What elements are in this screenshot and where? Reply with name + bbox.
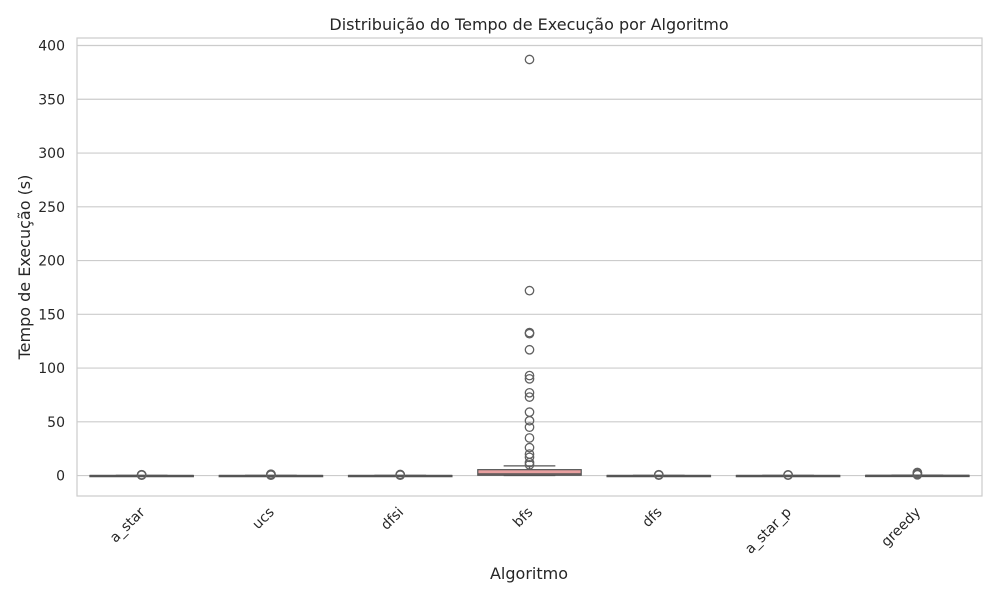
- x-axis-title: Algoritmo: [490, 564, 568, 583]
- y-tick-label: 350: [38, 92, 65, 108]
- outlier-point: [653, 469, 664, 480]
- y-tick-label: 50: [47, 415, 65, 431]
- y-axis-title: Tempo de Execução (s): [15, 175, 34, 361]
- outlier-point: [524, 54, 535, 65]
- y-tick-label: 250: [38, 200, 65, 216]
- y-tick-label: 400: [38, 39, 65, 55]
- outlier-point: [524, 327, 535, 338]
- chart-title: Distribuição do Tempo de Execução por Al…: [329, 15, 728, 34]
- outlier-point: [524, 387, 535, 398]
- outlier-point: [524, 442, 535, 453]
- outlier-point: [524, 285, 535, 296]
- gridlines: [77, 44, 982, 477]
- y-tick-label: 300: [38, 146, 65, 162]
- outlier-point: [395, 469, 406, 480]
- outlier-point: [524, 449, 535, 459]
- y-tick-label: 0: [56, 469, 65, 485]
- y-tick-label: 200: [38, 254, 65, 270]
- y-tick-label: 100: [38, 361, 65, 377]
- box-a_star_p: [735, 469, 841, 480]
- outlier-point: [136, 469, 147, 480]
- box-dfs: [606, 469, 712, 480]
- outlier-point: [524, 370, 535, 381]
- y-tick-label: 150: [38, 307, 65, 323]
- outlier-point: [524, 407, 535, 417]
- outlier-point: [524, 373, 535, 384]
- outlier-point: [912, 467, 923, 478]
- box-dfsi: [347, 469, 453, 480]
- outlier-point: [524, 392, 535, 402]
- outlier-point: [524, 344, 535, 355]
- box-bfs: [477, 54, 582, 477]
- outlier-point: [783, 469, 793, 480]
- boxes: [89, 54, 970, 480]
- box-ucs: [218, 469, 324, 480]
- outlier-point: [524, 422, 535, 433]
- box-a_star: [89, 469, 194, 480]
- box-greedy: [865, 467, 970, 480]
- y-axis-ticks: 0 50 100 150 200 250 300 350 400: [38, 39, 65, 485]
- outlier-point: [524, 433, 535, 443]
- plot-frame: [76, 37, 983, 497]
- outlier-point: [266, 469, 276, 480]
- outlier-point: [524, 452, 535, 463]
